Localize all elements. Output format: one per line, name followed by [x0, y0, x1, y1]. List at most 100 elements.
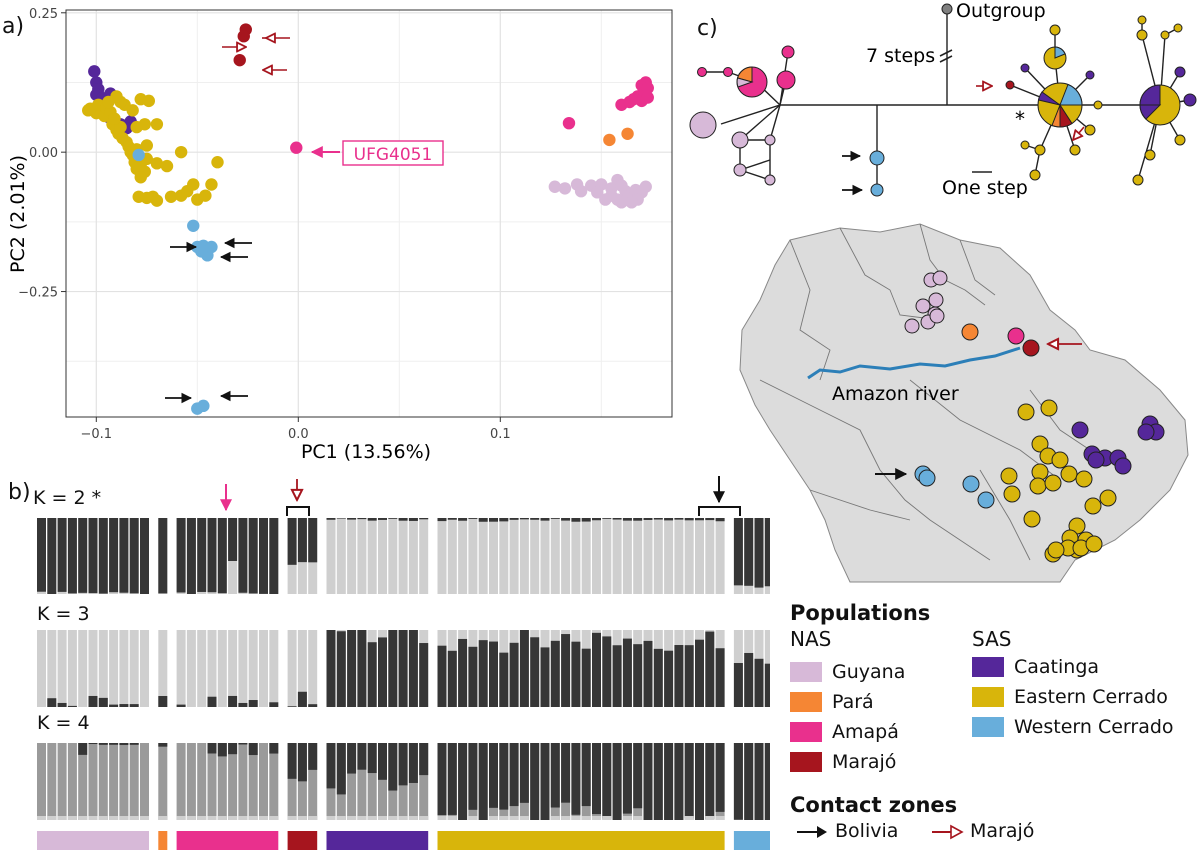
admixture-bar-dark — [664, 518, 674, 521]
admixture-bar-dark — [67, 518, 77, 594]
admixture-bar-light — [259, 630, 268, 707]
admixture-bar-dark — [326, 743, 336, 789]
admixture-bar-minor — [499, 816, 509, 820]
k4-label: K = 4 — [37, 712, 90, 734]
legend-contact-marajo: Marajó — [970, 820, 1035, 842]
admixture-bar-dark — [715, 518, 725, 522]
admixture-bar-light — [217, 743, 227, 820]
admixture-bar-dark — [509, 743, 519, 807]
admixture-bar-minor — [248, 816, 258, 820]
admixture-bar-dark — [326, 630, 336, 707]
admixture-bar-minor — [571, 816, 581, 820]
admixture-bar-light — [207, 630, 217, 707]
pca-point-marajo — [233, 53, 246, 67]
admixture-bar-light — [88, 743, 98, 820]
legend-item-eastern-cerrado: Eastern Cerrado — [972, 682, 1174, 712]
admixture-bar-light — [158, 743, 168, 820]
admixture-bar-dark — [388, 630, 398, 707]
admixture-bar-dark — [499, 743, 509, 810]
admixture-bar-dark — [176, 704, 186, 707]
network-edges — [702, 10, 1191, 190]
admixture-bar-light — [419, 743, 429, 820]
admixture-bar-minor — [489, 816, 498, 820]
legend-item-amapa: Amapá — [790, 717, 905, 747]
admixture-bar-minor — [238, 816, 248, 820]
pca-point-guyana — [574, 184, 588, 198]
legend-swatch — [972, 717, 1004, 737]
admixture-bar-light — [308, 630, 318, 707]
admixture-bar-dark — [326, 518, 336, 520]
pca-point-amapa — [562, 116, 576, 130]
admixture-bar-dark — [602, 518, 612, 519]
admixture-bar-dark — [308, 518, 318, 563]
admixture-bar-dark — [754, 658, 764, 707]
pca-point-easterncerrado — [164, 190, 178, 203]
admixture-bar-light — [37, 743, 46, 820]
admixture-bars — [37, 518, 770, 820]
admixture-bar-light — [78, 630, 88, 707]
admixture-bar-minor — [287, 816, 297, 820]
pca-point-easterncerrado — [150, 194, 164, 207]
admixture-bar-dark — [287, 743, 297, 779]
admixture-bar-minor — [357, 816, 367, 820]
admixture-bar-dark — [158, 518, 168, 594]
admixture-bar-dark — [408, 518, 418, 521]
pca-point-guyana — [558, 182, 572, 195]
pca-y-ticks: 0.25 0.00 −0.25 — [18, 7, 66, 301]
pca-point-easterncerrado — [199, 189, 212, 202]
admixture-bar-minor — [186, 816, 196, 820]
admixture-bar-dark — [158, 743, 168, 747]
admixture-bar-dark — [458, 518, 468, 521]
admixture-bar-dark — [540, 518, 550, 521]
admixture-bar-dark — [347, 743, 357, 774]
admixture-bar-light — [197, 630, 207, 707]
admixture-bar-minor — [581, 816, 591, 820]
admixture-bar-minor — [88, 816, 98, 820]
admixture-bar-dark — [109, 518, 119, 593]
admixture-bar-dark — [109, 743, 119, 745]
admixture-bar-dark — [287, 518, 297, 565]
pca-point-easterncerrado — [130, 120, 143, 134]
admixture-bar-dark — [398, 743, 408, 786]
admixture-bar-light — [109, 743, 119, 820]
admixture-bar-dark — [653, 518, 663, 520]
admixture-bar-dark — [612, 743, 622, 820]
legend-swatch — [790, 722, 822, 742]
admixture-bar-dark — [674, 645, 684, 707]
admixture-pop-block — [176, 831, 279, 850]
admixture-bar-dark — [217, 518, 227, 594]
admixture-bar-light — [287, 743, 297, 820]
admixture-bar-dark — [550, 743, 560, 808]
admixture-bar-dark — [458, 638, 468, 707]
admixture-pop-block — [287, 831, 318, 850]
admixture-bar-light — [98, 743, 108, 820]
admixture-bar-light — [186, 630, 196, 707]
admixture-bar-minor — [140, 816, 149, 820]
admixture-bar-dark — [602, 636, 612, 707]
admixture-bar-dark — [653, 648, 663, 707]
admixture-bar-minor — [561, 816, 571, 820]
pca-x-axis-label: PC1 (13.56%) — [301, 441, 431, 463]
admixture-bar-dark — [744, 652, 754, 707]
admixture-bar-dark — [297, 691, 307, 707]
pca-y-tick-label: 0.00 — [29, 146, 58, 161]
admixture-bar-dark — [78, 743, 88, 755]
k3-label: K = 3 — [37, 603, 90, 625]
admixture-bar-minor — [98, 816, 108, 820]
pca-point-amapa — [641, 91, 654, 104]
admixture-bar-light — [57, 630, 67, 707]
admixture-bar-dark — [287, 706, 297, 707]
pca-contact-arrows — [165, 38, 340, 404]
admixture-bar-light — [561, 518, 571, 594]
admixture-bar-minor — [602, 816, 612, 820]
admixture-bar-light — [326, 518, 336, 594]
pca-point-amapa — [641, 81, 654, 95]
admixture-bar-dark — [98, 743, 108, 745]
legend-item-guyana: Guyana — [790, 657, 905, 687]
admixture-bar-dark — [499, 652, 509, 707]
admixture-bar-dark — [478, 640, 488, 707]
admixture-bar-light — [674, 518, 684, 594]
admixture-bar-dark — [705, 743, 715, 820]
admixture-bar-dark — [248, 743, 258, 756]
admixture-bar-light — [140, 743, 149, 820]
